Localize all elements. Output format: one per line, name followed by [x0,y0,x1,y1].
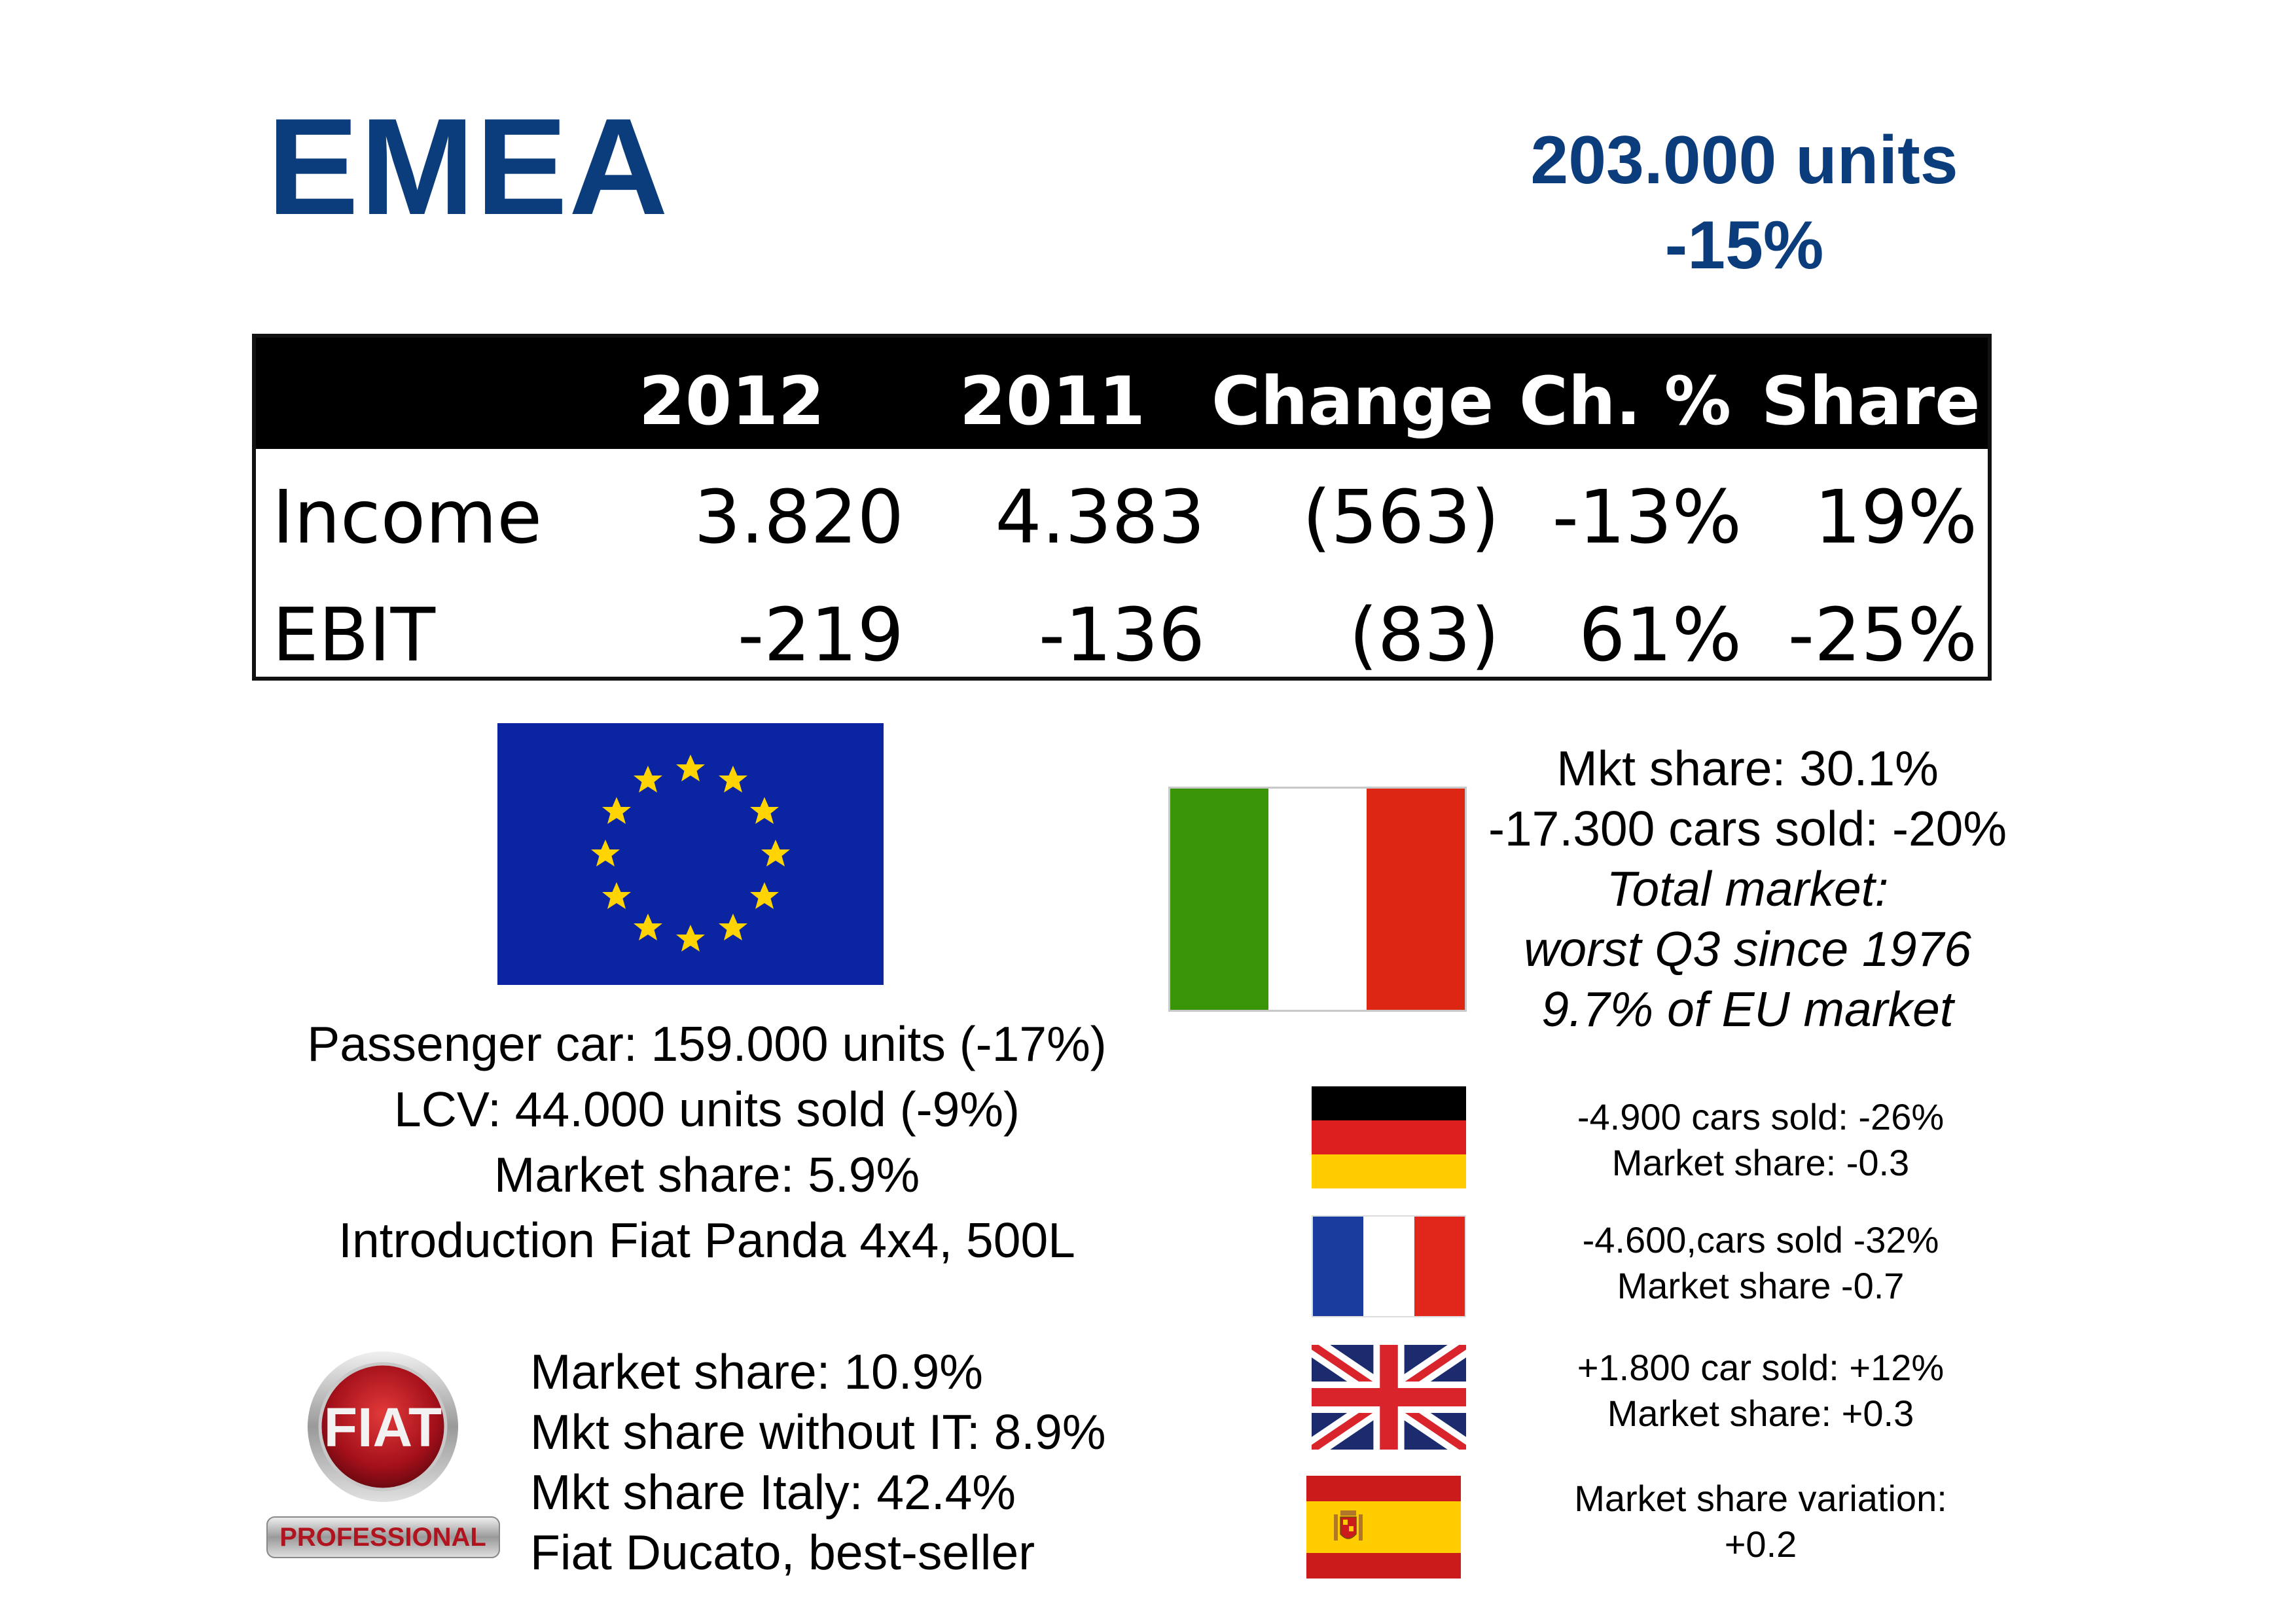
germany-line: Market share: -0.3 [1611,1142,1910,1183]
eu-summary: Passenger car: 159.000 units (-17%) LCV:… [249,1011,1165,1273]
fiat-logo-icon: FIAT PROFESSIONAL [266,1351,500,1558]
table-row-label: EBIT [272,593,436,678]
flag-stripe-red [1306,1552,1461,1578]
table-header-row: 2012 2011 Change Ch. % Share [256,338,1988,449]
uk-flag [1312,1345,1466,1450]
headline-summary: 203.000 units -15% [1427,118,2062,288]
italy-line: worst Q3 since 1976 [1524,921,1971,976]
flag-stripe-yellow [1306,1501,1461,1553]
italy-line: 9.7% of EU market [1541,982,1954,1037]
flag-stripe-red [1414,1217,1465,1316]
france-line: Market share -0.7 [1617,1265,1905,1306]
italy-line: Total market: [1606,861,1889,916]
flag-stripe-white [1363,1217,1414,1316]
table-header-2011: 2011 [960,363,1145,440]
fiat-line: Mkt share Italy: 42.4% [530,1465,1016,1520]
eu-flag [497,723,884,985]
eu-stars-icon [591,755,790,952]
flag-stripe-blue [1313,1217,1364,1316]
spain-line: +0.2 [1724,1524,1797,1565]
flag-stripe-red [1306,1476,1461,1502]
italy-summary: Mkt share: 30.1% -17.300 cars sold: -20%… [1466,738,2029,1039]
table-cell: -136 [1038,593,1205,678]
france-summary: -4.600,cars sold -32% Market share -0.7 [1505,1217,2016,1309]
table-cell: 61% [1579,593,1742,678]
spain-summary: Market share variation: +0.2 [1505,1476,2016,1567]
uk-summary: +1.800 car sold: +12% Market share: +0.3 [1505,1345,2016,1436]
table-header-change-pct: Ch. % [1519,363,1731,440]
italy-line: -17.300 cars sold: -20% [1488,801,2007,856]
uk-line: Market share: +0.3 [1607,1393,1914,1434]
headline-units: 203.000 units [1530,122,1958,198]
france-line: -4.600,cars sold -32% [1582,1219,1939,1260]
france-flag [1312,1215,1466,1317]
table-header-2012: 2012 [639,363,825,440]
eu-line: LCV: 44.000 units sold (-9%) [393,1082,1020,1137]
germany-flag [1312,1086,1466,1188]
fiat-professional-logo: FIAT PROFESSIONAL [249,1348,524,1584]
union-jack-icon [1312,1345,1466,1450]
eu-line: Introduction Fiat Panda 4x4, 500L [338,1213,1075,1268]
flag-stripe-red [1312,1120,1466,1154]
flag-stripe-gold [1312,1154,1466,1188]
eu-line: Market share: 5.9% [493,1147,920,1202]
flag-stripe-red [1367,789,1465,1010]
table-cell: 3.820 [694,475,904,560]
fiat-line: Market share: 10.9% [530,1344,983,1399]
table-header-share: Share [1761,363,1981,440]
flag-stripe-black [1312,1086,1466,1120]
page-title: EMEA [267,90,670,243]
italy-line: Mkt share: 30.1% [1556,741,1939,796]
fiat-line: Mkt share without IT: 8.9% [530,1404,1106,1459]
italy-flag [1168,787,1467,1012]
germany-summary: -4.900 cars sold: -26% Market share: -0.… [1505,1094,2016,1186]
svg-text:FIAT: FIAT [324,1397,442,1458]
flag-stripe-white [1268,789,1367,1010]
table-header-change: Change [1211,363,1494,440]
table-cell: -219 [737,593,904,678]
headline-change: -15% [1664,207,1824,283]
table-cell: -25% [1787,593,1977,678]
eu-line: Passenger car: 159.000 units (-17%) [307,1016,1107,1071]
table-cell: 19% [1814,475,1977,560]
fiat-line: Fiat Ducato, best-seller [530,1525,1035,1580]
table-row-label: Income [272,475,543,560]
spain-flag [1306,1476,1461,1578]
flag-stripe-green [1170,789,1268,1010]
spain-coat-of-arms-icon [1334,1510,1363,1541]
germany-line: -4.900 cars sold: -26% [1577,1096,1945,1137]
financial-table: 2012 2011 Change Ch. % Share Income 3.82… [252,334,1992,681]
table-cell: (83) [1349,593,1499,678]
table-cell: (563) [1302,475,1499,560]
uk-line: +1.800 car sold: +12% [1577,1347,1945,1388]
spain-line: Market share variation: [1574,1478,1947,1519]
table-cell: -13% [1552,475,1742,560]
fiat-professional-summary: Market share: 10.9% Mkt share without IT… [530,1342,1106,1582]
svg-text:PROFESSIONAL: PROFESSIONAL [279,1523,486,1552]
table-cell: 4.383 [995,475,1205,560]
